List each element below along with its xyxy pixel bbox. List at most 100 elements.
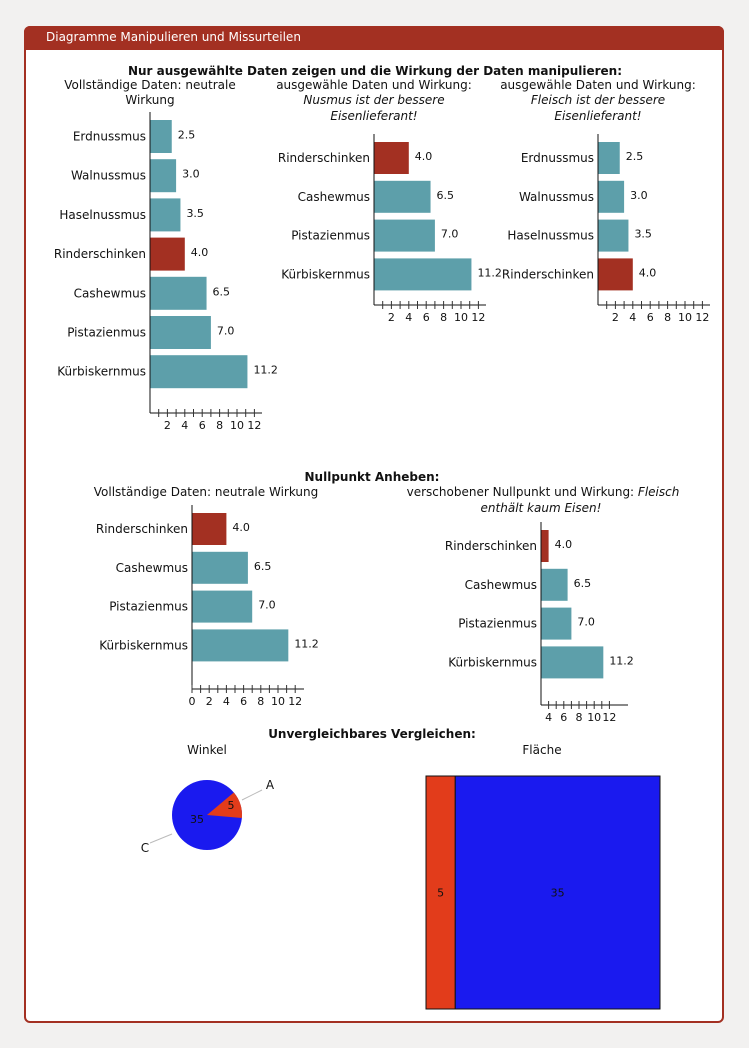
value-label-full: 2.5 <box>178 129 196 142</box>
value-label-zero-shift: 4.0 <box>555 538 573 551</box>
value-label-zero-full: 11.2 <box>294 637 319 650</box>
value-label-zero-shift: 7.0 <box>577 616 595 629</box>
tick-label-meat: 10 <box>678 311 692 324</box>
value-label-full: 11.2 <box>253 364 278 377</box>
value-label-zero-full: 7.0 <box>258 599 276 612</box>
tick-label-zero-shift: 8 <box>576 711 583 724</box>
bar-full <box>150 159 177 193</box>
value-label-meat: 2.5 <box>626 150 644 163</box>
chart-full-title-line: Wirkung <box>125 93 174 107</box>
tick-label-meat: 6 <box>647 311 654 324</box>
category-label-zero-shift: Pistazienmus <box>458 617 537 631</box>
pie-value-a: 5 <box>228 799 235 812</box>
area-value: 5 <box>437 887 444 900</box>
tick-label-nuts: 4 <box>405 311 412 324</box>
category-label-full: Rinderschinken <box>54 247 146 261</box>
chart-zero-shift-title-line: verschobener Nullpunkt und Wirkung: Flei… <box>407 485 680 499</box>
value-label-meat: 3.0 <box>630 189 648 202</box>
bar-nuts <box>374 219 435 252</box>
tick-label-meat: 12 <box>695 311 709 324</box>
chart-meat-title-line: ausgewähle Daten und Wirkung: <box>500 78 696 92</box>
area-value: 35 <box>551 887 565 900</box>
bar-meat <box>598 219 629 252</box>
value-label-nuts: 6.5 <box>437 189 455 202</box>
tick-label-full: 6 <box>199 419 206 432</box>
value-label-meat: 3.5 <box>634 228 652 241</box>
category-label-full: Walnussmus <box>71 169 146 183</box>
category-label-zero-full: Rinderschinken <box>96 522 188 536</box>
tick-label-meat: 8 <box>664 311 671 324</box>
category-label-full: Haselnussmus <box>59 208 146 222</box>
tick-label-zero-full: 6 <box>240 695 247 708</box>
area-title: Fläche <box>522 743 561 757</box>
bar-zero-full <box>192 629 289 662</box>
tick-label-zero-full: 0 <box>189 695 196 708</box>
category-label-meat: Walnussmus <box>519 190 594 204</box>
pie-slice-a <box>207 792 243 819</box>
chart-zero-shift-title-line: enthält kaum Eisen! <box>481 501 602 515</box>
chart-full-title-line: Vollständige Daten: neutrale <box>64 78 235 92</box>
bar-meat <box>598 180 625 213</box>
tick-label-zero-shift: 4 <box>545 711 552 724</box>
section-title-incomparable: Unvergleichbares Vergleichen: <box>268 727 476 741</box>
bar-nuts <box>374 258 472 291</box>
chart-nuts-title-line: Nusmus ist der bessere <box>303 93 444 107</box>
value-label-full: 4.0 <box>191 246 209 259</box>
tick-label-meat: 2 <box>612 311 619 324</box>
value-label-nuts: 7.0 <box>441 228 459 241</box>
tick-label-zero-shift: 12 <box>602 711 616 724</box>
chart-nuts-title-line: ausgewähle Daten und Wirkung: <box>276 78 472 92</box>
tick-label-zero-shift: 6 <box>560 711 567 724</box>
pie-leader-a <box>241 789 263 801</box>
tick-label-nuts: 6 <box>423 311 430 324</box>
pie-leader-c <box>149 833 173 844</box>
chart-nuts-title-line: Eisenlieferant! <box>330 109 417 123</box>
area-rect <box>454 775 661 1010</box>
category-label-zero-full: Kürbiskernmus <box>99 638 188 652</box>
bar-full <box>150 198 181 232</box>
tick-label-full: 2 <box>164 419 171 432</box>
tick-label-zero-full: 8 <box>257 695 264 708</box>
category-label-full: Kürbiskernmus <box>57 365 146 379</box>
tick-label-nuts: 12 <box>471 311 485 324</box>
section-title-selection: Nur ausgewählte Daten zeigen und die Wir… <box>128 64 622 78</box>
page-header: Diagramme Manipulieren und Missurteilen <box>24 26 724 50</box>
tick-label-zero-shift: 10 <box>587 711 601 724</box>
value-label-full: 3.5 <box>186 207 204 220</box>
tick-label-zero-full: 4 <box>223 695 230 708</box>
category-label-zero-full: Cashewmus <box>116 561 188 575</box>
category-label-nuts: Rinderschinken <box>278 151 370 165</box>
tick-label-zero-full: 10 <box>271 695 285 708</box>
pie-label-a: A <box>266 778 275 792</box>
tick-label-zero-full: 12 <box>288 695 302 708</box>
bar-meat <box>598 258 633 291</box>
pie-title: Winkel <box>187 743 227 757</box>
tick-label-full: 10 <box>230 419 244 432</box>
bar-zero-full <box>192 513 227 545</box>
category-label-zero-shift: Cashewmus <box>465 578 537 592</box>
chart-meat-title-line: Eisenlieferant! <box>554 109 641 123</box>
page-title: Diagramme Manipulieren und Missurteilen <box>46 30 301 44</box>
value-label-full: 6.5 <box>213 285 231 298</box>
bar-nuts <box>374 180 431 213</box>
tick-label-full: 4 <box>181 419 188 432</box>
tick-label-nuts: 8 <box>440 311 447 324</box>
tick-label-zero-full: 2 <box>206 695 213 708</box>
category-label-zero-shift: Kürbiskernmus <box>448 655 537 669</box>
tick-label-nuts: 2 <box>388 311 395 324</box>
category-label-nuts: Pistazienmus <box>291 229 370 243</box>
value-label-meat: 4.0 <box>639 266 657 279</box>
bar-full <box>150 276 207 310</box>
bar-zero-shift <box>541 530 549 562</box>
pie-value-c: 35 <box>190 813 204 826</box>
category-label-meat: Rinderschinken <box>502 267 594 281</box>
bar-zero-full <box>192 590 253 623</box>
bar-full <box>150 237 185 271</box>
tick-label-nuts: 10 <box>454 311 468 324</box>
category-label-zero-shift: Rinderschinken <box>445 539 537 553</box>
chart-zero-full-title-line: Vollständige Daten: neutrale Wirkung <box>94 485 319 499</box>
tick-label-full: 12 <box>247 419 261 432</box>
value-label-full: 7.0 <box>217 325 235 338</box>
